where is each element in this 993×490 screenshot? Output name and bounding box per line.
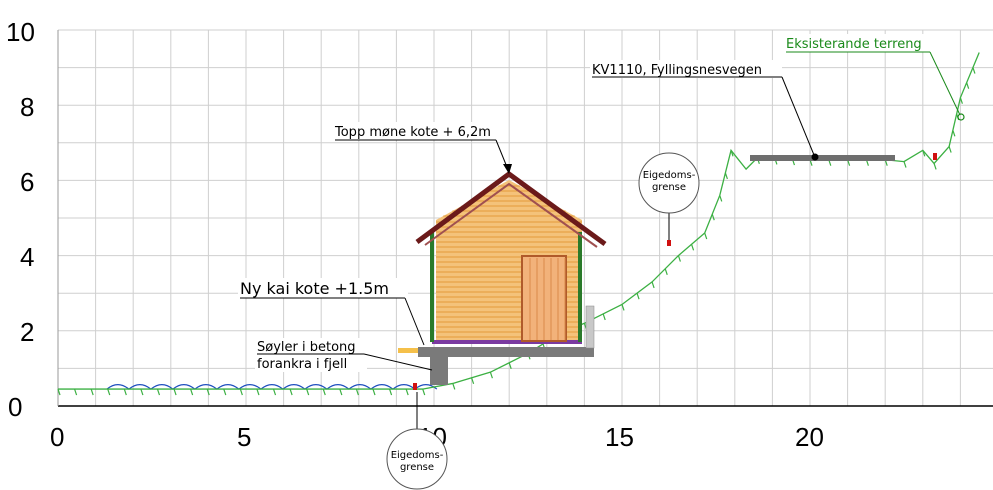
- terrain-tick: [74, 388, 78, 396]
- terrain-tick: [948, 146, 952, 153]
- terrain-tick: [339, 388, 343, 396]
- terrain-tick: [256, 388, 260, 396]
- door-planks: [529, 258, 566, 340]
- terrain-tick: [156, 388, 161, 396]
- annotation-soyler: Søyler i betong forankra i fjell: [255, 338, 433, 372]
- annotation-ny-kai: Ny kai kote +1.5m: [238, 278, 425, 346]
- terrain-tick: [489, 371, 493, 379]
- wall-trim-right: [578, 232, 582, 342]
- floor-strip: [432, 340, 582, 344]
- sea-waves: [106, 383, 438, 390]
- x-tick-labels: 0 5 10 15 20: [50, 422, 824, 452]
- terrain-tick: [355, 388, 359, 396]
- terrain-tick: [173, 388, 177, 396]
- terrain-tick: [107, 388, 111, 396]
- annotation-terreng: Eksisterande terreng: [784, 34, 965, 121]
- terrain-tick: [289, 388, 293, 396]
- ny-kai-label: Ny kai kote +1.5m: [240, 279, 389, 298]
- terrain-tick: [664, 268, 668, 275]
- boundary-upper-line1: Eigedoms-: [643, 170, 696, 181]
- terrain-tick: [972, 67, 976, 74]
- terrain-tick: [140, 388, 144, 396]
- boundary-upper-line2: grense: [652, 182, 686, 193]
- terrain-tick: [388, 388, 393, 396]
- boathouse: [398, 170, 607, 385]
- terrain-tick: [933, 163, 937, 170]
- x-tick-5: 5: [237, 422, 251, 452]
- terrain-tick: [123, 388, 127, 396]
- x-tick-15: 15: [605, 422, 634, 452]
- terrain-tick: [636, 293, 640, 300]
- boundary-marker-lower: Eigedoms- grense: [386, 392, 448, 490]
- wall-trim-left: [430, 232, 434, 342]
- annotation-topp-mone: Topp møne kote + 6,2m: [333, 122, 512, 174]
- y-tick-0: 0: [8, 392, 22, 422]
- y-tick-2: 2: [20, 317, 34, 347]
- terrain-tick: [57, 388, 61, 396]
- x-tick-20: 20: [795, 422, 824, 452]
- soyler-line1: Søyler i betong: [257, 340, 356, 355]
- road-surface: [750, 155, 895, 161]
- terrain-tick: [704, 232, 708, 240]
- terrain-tick: [422, 388, 426, 396]
- support-column: [430, 357, 448, 385]
- y-tick-10: 10: [6, 17, 35, 47]
- terrain-tick: [903, 161, 907, 168]
- terrain-tick: [90, 388, 94, 396]
- terrain-tick: [730, 150, 734, 157]
- y-tick-labels: 0 2 4 6 8 10: [6, 17, 35, 422]
- road-kv1110: [750, 153, 895, 161]
- terrain-tick: [677, 255, 681, 262]
- terrain-tick: [621, 304, 625, 311]
- terrain-tick: [690, 244, 695, 251]
- terrain-tick: [272, 388, 277, 396]
- x-tick-0: 0: [50, 422, 64, 452]
- terrain-tick: [711, 214, 715, 221]
- stone-wall: [585, 305, 595, 349]
- deck-edge-yellow: [398, 348, 418, 353]
- terrain-tick: [206, 388, 210, 396]
- terrain-tick: [372, 388, 376, 396]
- terrain-tick: [508, 362, 512, 369]
- terrain-tick: [322, 388, 326, 396]
- sea-wave-line: [106, 383, 438, 390]
- terrain-tick: [922, 150, 926, 157]
- roof-inner: [424, 182, 598, 248]
- gable-boards: [443, 185, 575, 217]
- terrain-tick: [724, 172, 728, 180]
- terrain-tick: [959, 97, 963, 104]
- terrain-tick: [223, 388, 227, 396]
- terreng-label: Eksisterande terreng: [786, 37, 922, 52]
- boundary-lower-line2: grense: [400, 462, 434, 473]
- terrain-tick: [405, 388, 409, 396]
- soyler-line2: forankra i fjell: [257, 357, 347, 372]
- terrain-tick: [952, 130, 956, 137]
- y-tick-8: 8: [20, 92, 34, 122]
- topp-mone-label: Topp møne kote + 6,2m: [334, 125, 491, 140]
- terrain-tick: [190, 388, 194, 396]
- annotation-kv-road: KV1110, Fyllingsnesvegen: [590, 60, 815, 156]
- terrain-tick: [651, 281, 655, 289]
- terrain-tick: [602, 313, 606, 321]
- terrain-tick: [239, 388, 243, 396]
- terrain-tick: [471, 377, 475, 384]
- terrain-tick: [719, 195, 723, 202]
- terrain-tick: [966, 82, 970, 89]
- kv-road-label: KV1110, Fyllingsnesvegen: [592, 63, 762, 78]
- road-marker: [811, 153, 819, 161]
- terrain-tick: [452, 383, 456, 390]
- y-tick-4: 4: [20, 242, 34, 272]
- terrain-tick: [306, 388, 310, 396]
- y-tick-6: 6: [20, 167, 34, 197]
- deck-slab: [418, 347, 594, 357]
- boundary-lower-line1: Eigedoms-: [391, 450, 444, 461]
- axes-frame: [57, 30, 993, 407]
- boundary-marker-upper: Eigedoms- grense: [638, 152, 700, 240]
